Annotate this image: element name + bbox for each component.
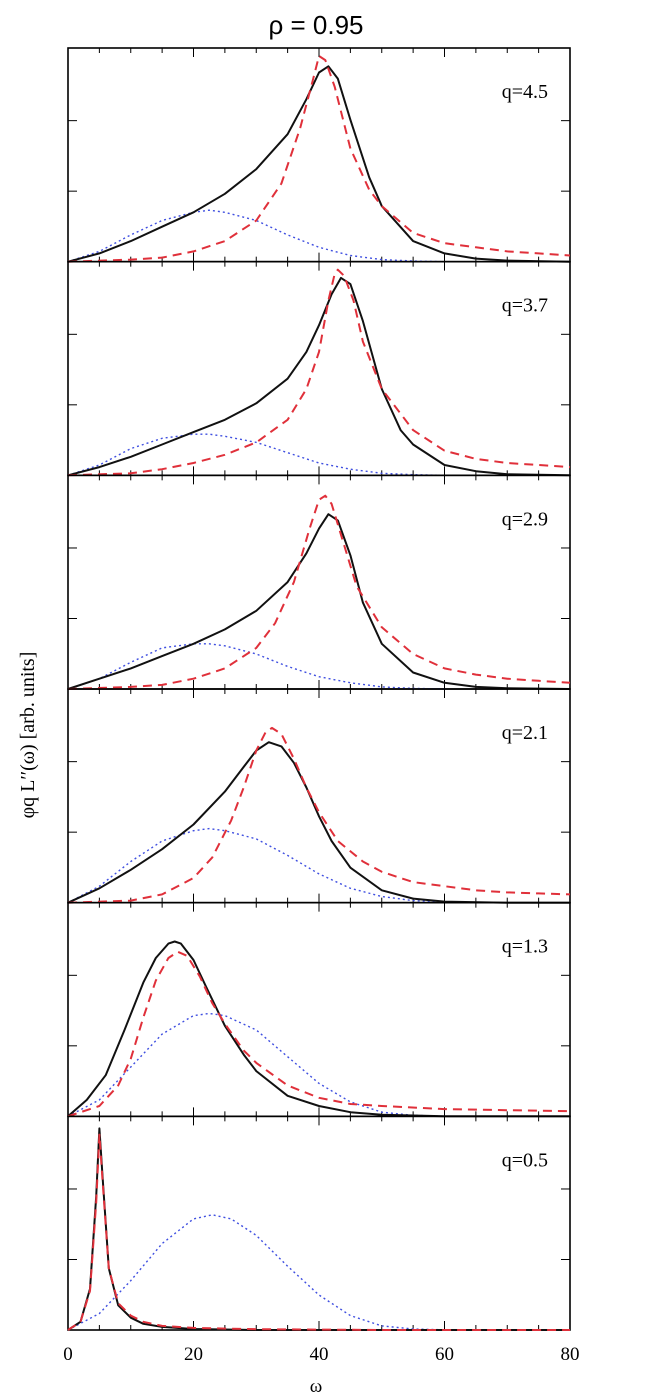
series-line-black — [67, 940, 570, 1118]
panel-frame — [67, 688, 571, 904]
series-line-red — [67, 494, 571, 690]
panel-frame — [67, 47, 571, 263]
series-line-red — [67, 726, 571, 904]
series-line-blue — [67, 209, 445, 263]
panel-label: q=1.3 — [502, 936, 548, 958]
series-line-blue — [67, 1214, 476, 1331]
y-axis-label: φq L′′(ω) [arb. units] — [17, 652, 39, 819]
x-tick-label: 40 — [310, 1344, 329, 1365]
series-line-blue — [67, 1012, 445, 1117]
panel-q-1-3: q=1.3 — [67, 901, 571, 1118]
y-axis-label-text: φq L′′(ω) [arb. units] — [17, 652, 39, 819]
panel-label: q=0.5 — [502, 1149, 548, 1171]
x-tick-label: 80 — [561, 1344, 580, 1365]
panel-label: q=4.5 — [502, 81, 548, 103]
panel-frame — [67, 474, 571, 690]
panel-label: q=2.9 — [502, 508, 548, 530]
panel-label: q=3.7 — [502, 295, 548, 317]
series-line-red — [67, 950, 571, 1118]
series-line-blue — [67, 827, 476, 904]
panels-container: q=4.5 q=3.7 q=2.9 q=2.1 q=1.3 q=0.5 — [67, 47, 571, 1331]
series-line-red — [67, 268, 571, 477]
panel-q-3-7: q=3.7 — [67, 260, 571, 477]
series-line-black — [67, 741, 570, 904]
series-line-red — [67, 55, 571, 263]
x-axis-label: ω — [310, 1376, 323, 1397]
panel-q-0-5: q=0.5 — [67, 1115, 571, 1331]
panel-frame — [67, 901, 571, 1118]
series-line-red — [67, 1133, 570, 1331]
series-line-black — [67, 276, 571, 477]
panel-frame — [67, 260, 571, 477]
panel-q-2-1: q=2.1 — [67, 688, 571, 904]
panel-q-2-9: q=2.9 — [67, 474, 571, 690]
series-line-blue — [67, 433, 445, 476]
panel-frame — [67, 1115, 571, 1331]
series-line-black — [67, 513, 571, 690]
x-tick-label: 20 — [184, 1344, 203, 1365]
series-line-black — [67, 65, 571, 263]
chart-title: ρ = 0.95 — [268, 10, 363, 40]
x-tick-label: 60 — [435, 1344, 454, 1365]
panel-q-4-5: q=4.5 — [67, 47, 571, 263]
panel-label: q=2.1 — [502, 722, 548, 744]
x-axis: 0 20 40 60 80 — [63, 1344, 579, 1365]
series-line-black — [67, 1127, 570, 1331]
x-tick-label: 0 — [63, 1344, 73, 1365]
